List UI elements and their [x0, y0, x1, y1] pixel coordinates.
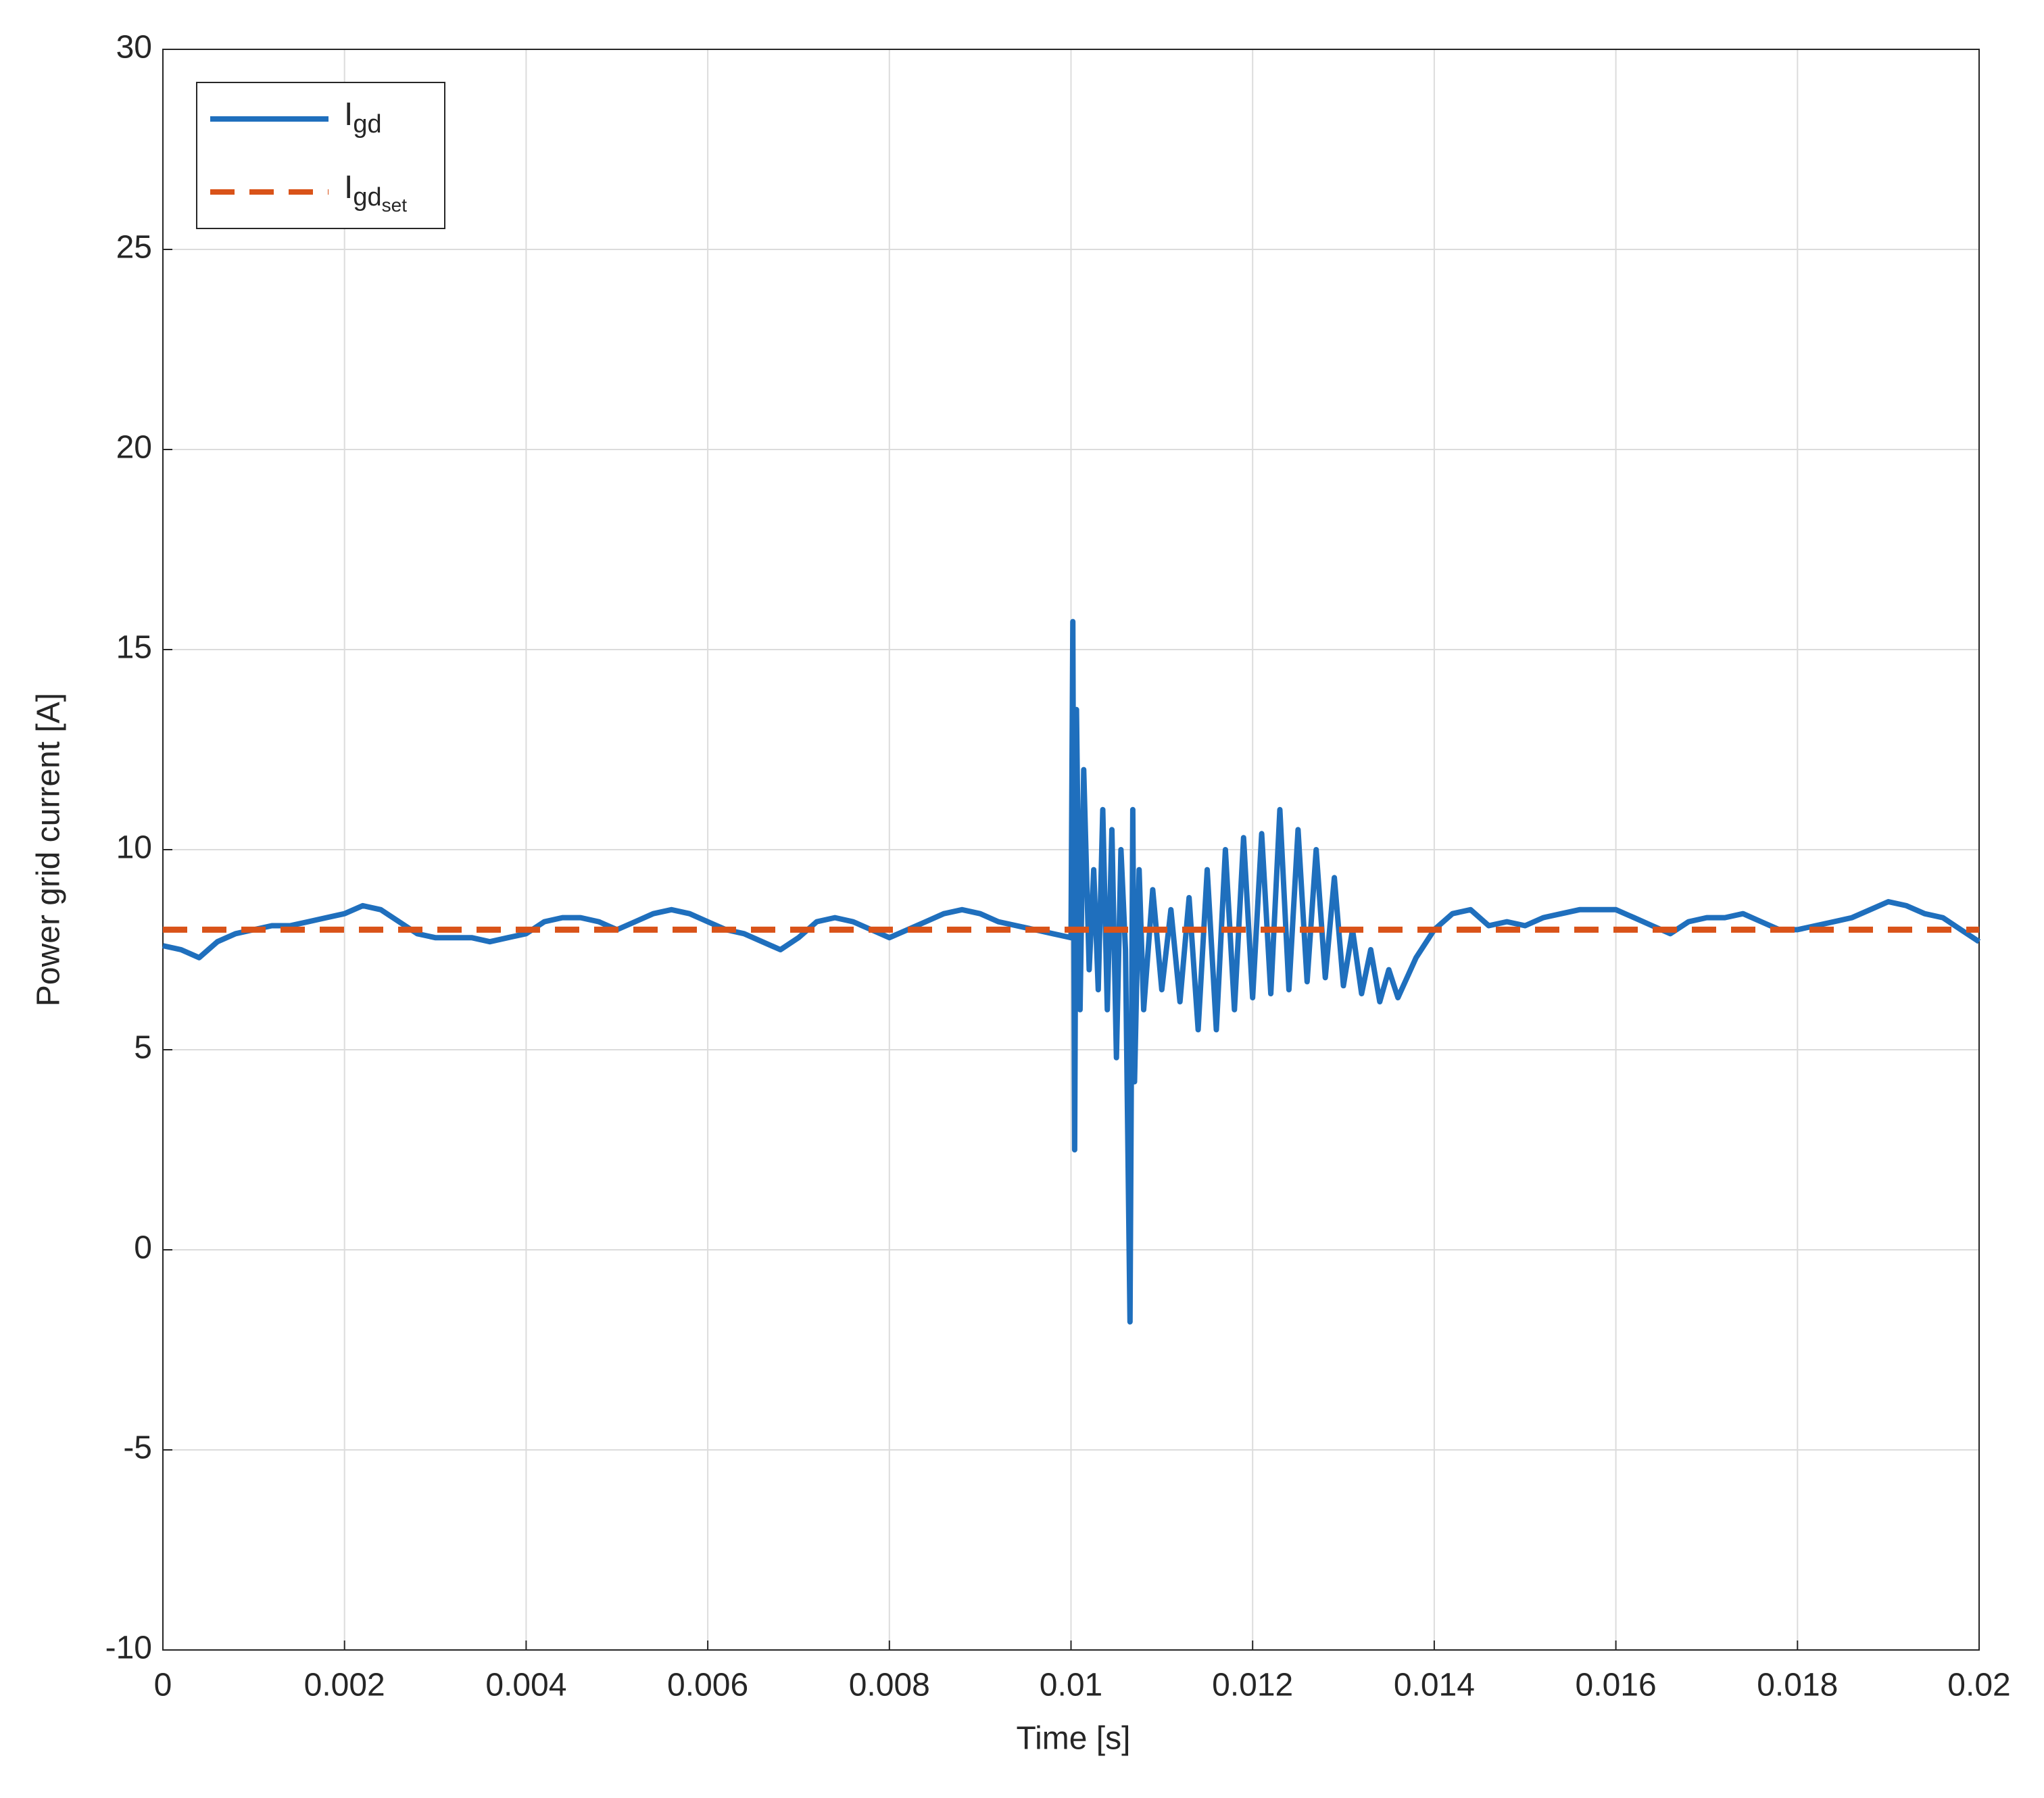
x-tick-label: 0.018: [1757, 1668, 1838, 1703]
x-tick-label: 0.006: [667, 1668, 748, 1703]
x-tick-label: 0: [154, 1668, 172, 1703]
x-tick-label: 0.012: [1212, 1668, 1293, 1703]
x-tick-label: 0.014: [1394, 1668, 1475, 1703]
x-tick-label: 0.01: [1040, 1668, 1102, 1703]
x-tick-label: 0.02: [1947, 1668, 2010, 1703]
plot-frame: [162, 49, 1980, 1651]
legend-box: [196, 82, 445, 229]
legend-label: Igdset: [344, 170, 407, 216]
x-axis-label: Time [s]: [1017, 1721, 1131, 1757]
y-tick-label: 30: [116, 30, 152, 66]
y-tick-label: 0: [134, 1230, 152, 1266]
y-tick-label: 15: [116, 630, 152, 666]
y-tick-label: -10: [105, 1630, 152, 1666]
series-line: [162, 618, 1981, 1325]
y-tick-label: 25: [116, 230, 152, 266]
x-tick-label: 0.002: [304, 1668, 385, 1703]
y-tick-label: 10: [116, 830, 152, 866]
y-tick-label: 5: [134, 1030, 152, 1066]
legend-label: Igd: [344, 97, 382, 139]
x-tick-label: 0.004: [485, 1668, 566, 1703]
x-tick-label: 0.016: [1576, 1668, 1657, 1703]
y-tick-label: 20: [116, 430, 152, 466]
y-axis-label: Power grid current [A]: [31, 693, 67, 1006]
y-tick-label: -5: [123, 1430, 152, 1466]
x-tick-label: 0.008: [849, 1668, 930, 1703]
